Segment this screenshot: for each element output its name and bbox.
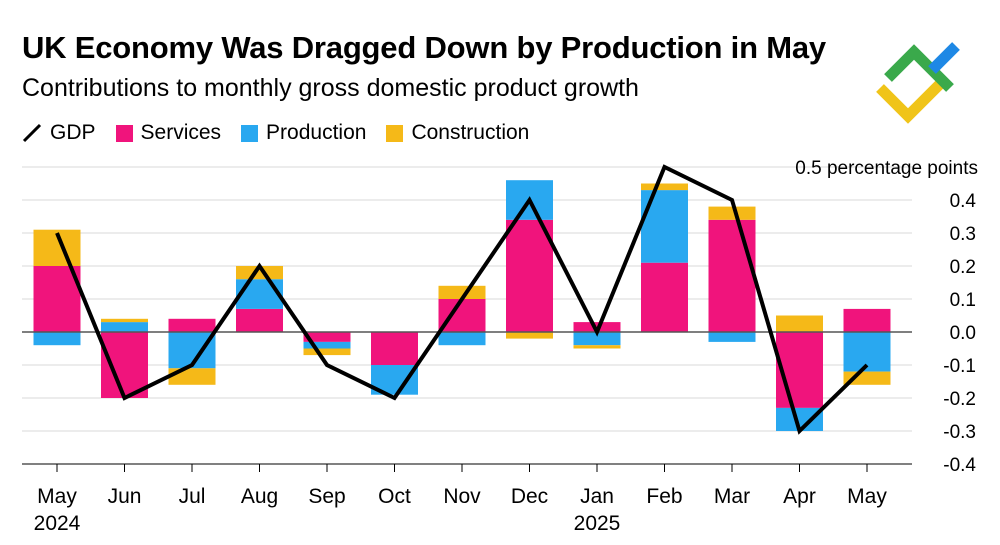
legend-label-services: Services [140, 121, 222, 144]
square-icon [115, 124, 133, 142]
y-tick-label: -0.3 [943, 422, 976, 443]
bar-services [371, 332, 418, 365]
chart-subtitle: Contributions to monthly gross domestic … [22, 74, 639, 102]
legend-item-gdp: GDP [22, 121, 96, 145]
bar-construction [708, 206, 756, 220]
bar-production [236, 279, 283, 309]
bar-construction [168, 368, 216, 385]
bar-construction [573, 345, 621, 349]
legend: GDP Services Production Construction [22, 120, 549, 146]
y-axis-unit-label: 0.5 percentage points [795, 158, 978, 179]
legend-item-construction: Construction [386, 121, 529, 145]
y-tick-label: 0.2 [950, 257, 976, 278]
y-tick-label: 0.1 [950, 290, 976, 311]
x-tick-label: Mar [714, 485, 750, 508]
x-tick-label: Aug [241, 485, 278, 508]
bar-construction [506, 332, 553, 339]
x-year-label: 2025 [574, 512, 621, 535]
bar-production [708, 332, 756, 342]
y-tick-label: -0.2 [943, 389, 976, 410]
logo-blue-stroke [928, 42, 960, 74]
legend-label-gdp: GDP [50, 121, 96, 144]
x-tick-label: Oct [378, 485, 411, 508]
y-tick-label: -0.1 [943, 356, 976, 377]
bar-services [708, 219, 756, 332]
x-tick-label: May [37, 485, 77, 508]
x-tick-label: Feb [646, 485, 682, 508]
bar-services [101, 332, 148, 398]
x-tick-label: Jul [179, 485, 206, 508]
bar-services [843, 308, 891, 332]
x-tick-label: Jan [580, 485, 614, 508]
bar-services [641, 262, 688, 332]
bar-construction [438, 285, 486, 299]
chart-title: UK Economy Was Dragged Down by Productio… [22, 30, 826, 65]
legend-item-production: Production [241, 121, 366, 145]
x-year-label: 2024 [34, 512, 81, 535]
gdp-line [55, 164, 869, 435]
bar-production [33, 332, 81, 346]
x-tick-label: Nov [443, 485, 481, 508]
bar-services [236, 308, 283, 332]
legend-item-services: Services [115, 121, 222, 145]
bar-services [506, 219, 553, 332]
bar-production [303, 341, 351, 349]
y-tick-label: 0.4 [950, 191, 977, 212]
bar-production [573, 332, 621, 346]
bar-construction [641, 183, 688, 191]
y-tick-label: 0.0 [950, 323, 976, 344]
bar-construction [101, 318, 148, 323]
bar-services [438, 299, 486, 332]
bar-services [33, 266, 81, 332]
logo-yellow-chevron [876, 76, 948, 124]
x-tick-label: Jun [108, 485, 142, 508]
y-tick-label: -0.4 [943, 455, 976, 476]
square-icon [386, 124, 404, 142]
logo-green-chevron [884, 44, 954, 92]
x-tick-label: Apr [783, 485, 816, 508]
line-icon [22, 123, 42, 143]
y-tick-label: 0.3 [950, 224, 976, 245]
bar-production [438, 332, 486, 346]
bar-construction [303, 348, 351, 356]
x-tick-label: Dec [511, 485, 548, 508]
legend-label-construction: Construction [411, 121, 530, 144]
bar-production [641, 190, 688, 263]
legend-label-production: Production [266, 121, 367, 144]
bar-construction [776, 315, 823, 332]
bar-services [168, 318, 216, 332]
bar-production [776, 407, 823, 431]
bar-production [101, 322, 148, 332]
bar-services [303, 332, 351, 342]
bar-construction [236, 266, 283, 280]
brand-logo [876, 42, 960, 124]
square-icon [241, 124, 259, 142]
x-tick-label: May [847, 485, 887, 508]
bar-services [776, 332, 823, 408]
x-tick-label: Sep [308, 485, 345, 508]
